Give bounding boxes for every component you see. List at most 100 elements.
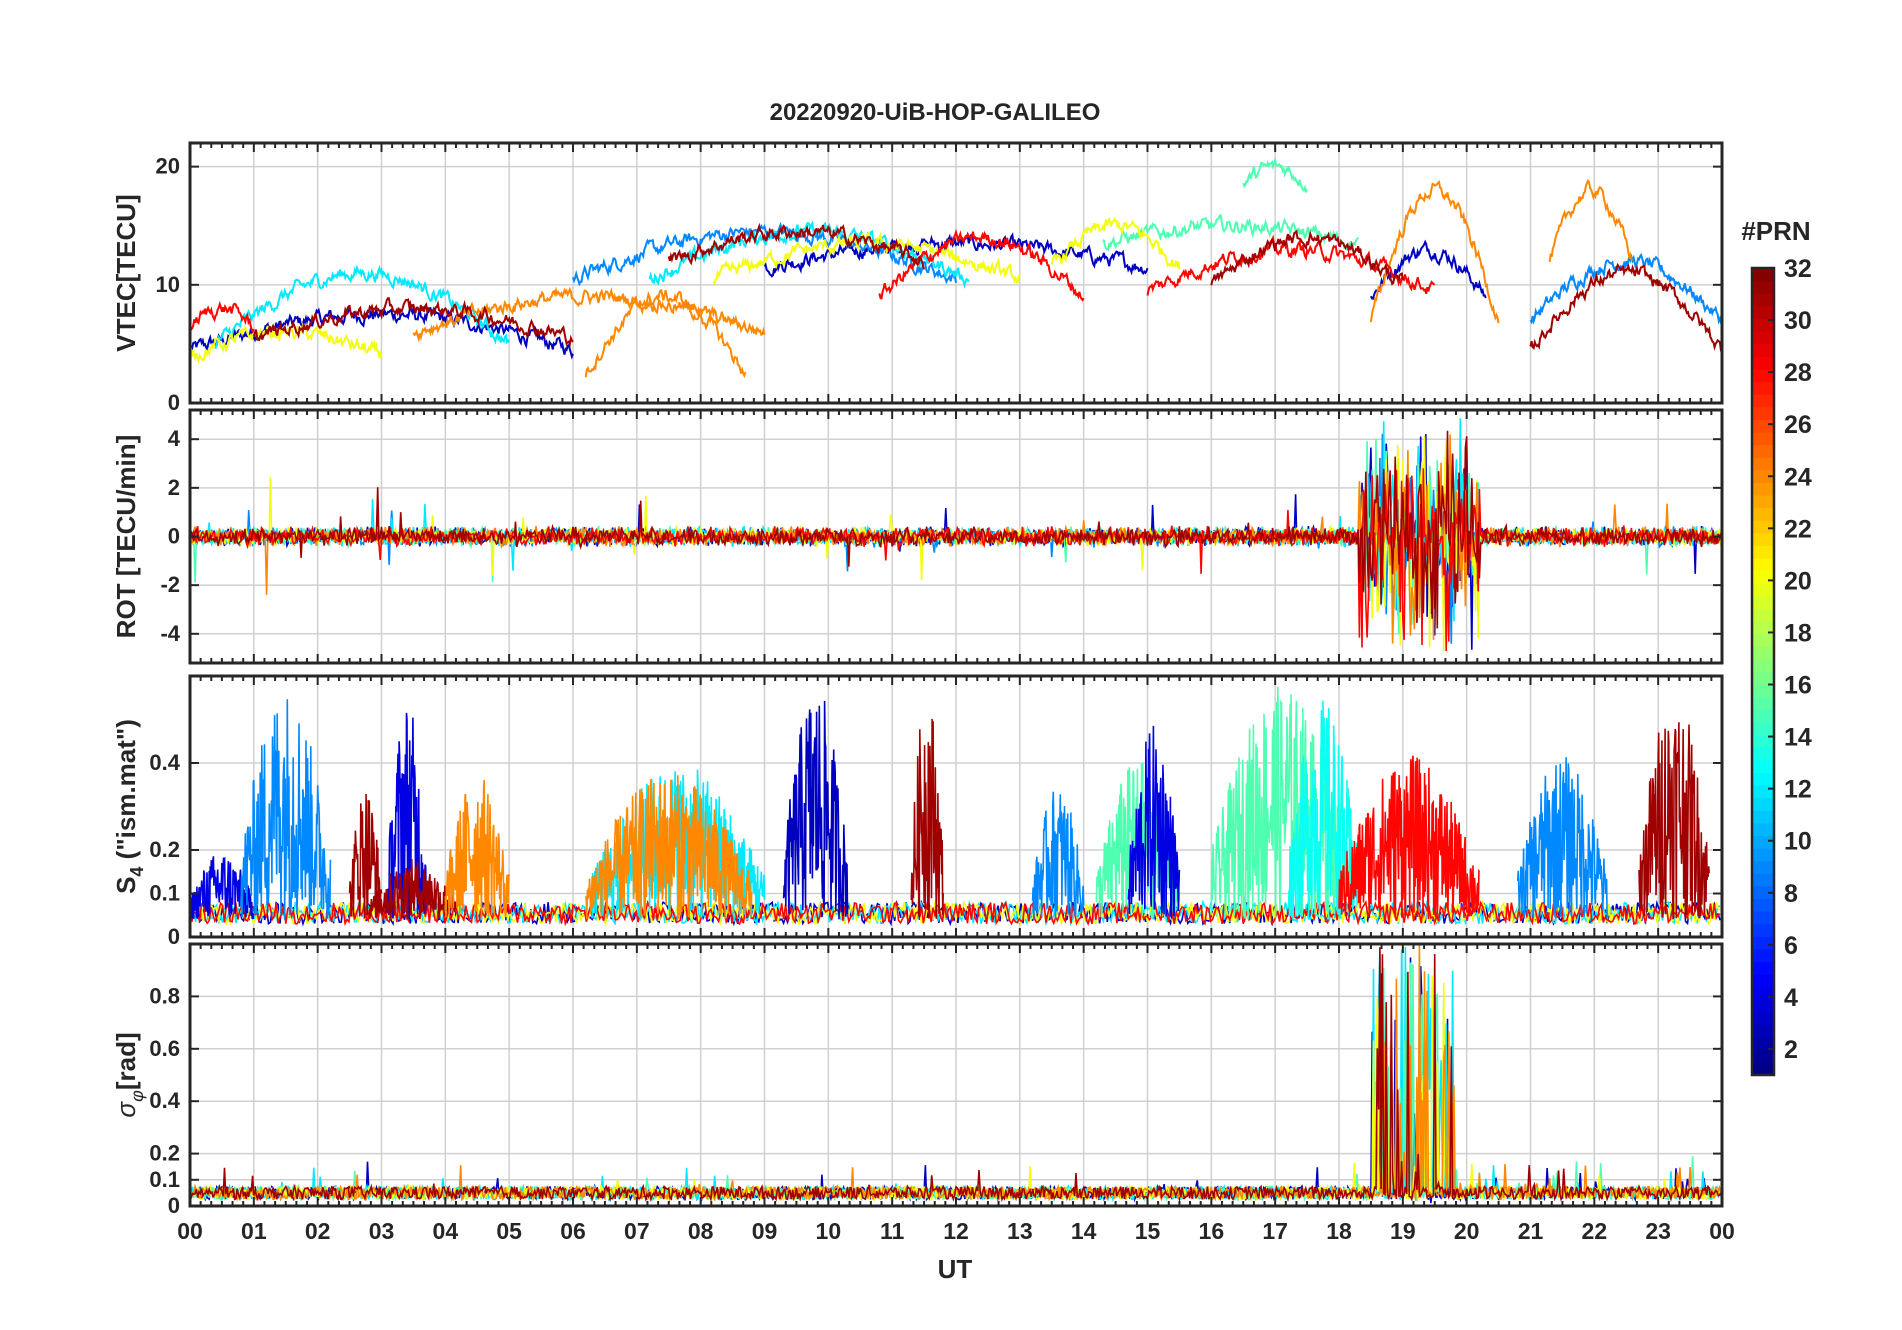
colorbar-segment: [1752, 280, 1774, 294]
colorbar-segment: [1752, 406, 1774, 420]
ylabel-rest: ("ism.mat"): [111, 719, 141, 866]
sigma_phi-y-tick-label: 0.4: [149, 1088, 180, 1113]
vtec-series: [190, 156, 1722, 379]
colorbar-segment: [1752, 318, 1774, 332]
rot-y-tick-label: -4: [160, 621, 180, 646]
vtec-prn-12-line: [214, 264, 511, 350]
sigma_phi-y-tick-label: 0.2: [149, 1141, 180, 1166]
colorbar-segment: [1752, 545, 1774, 559]
colorbar-tick-label: 14: [1784, 724, 1812, 752]
x-axis-label: UT: [938, 1254, 973, 1284]
ylabel-sub: φ: [127, 1090, 147, 1102]
colorbar-tick-label: 26: [1784, 411, 1812, 439]
s4-burst-prn-4-line: [1127, 725, 1181, 920]
colorbar-segment: [1752, 721, 1774, 736]
s4-y-tick-label: 0: [168, 924, 180, 949]
vtec-prn-15-line: [1242, 156, 1308, 194]
colorbar-segment: [1752, 1037, 1774, 1051]
colorbar-segment: [1752, 419, 1774, 433]
colorbar-segment: [1752, 936, 1774, 950]
colorbar-segment: [1752, 482, 1774, 496]
ylabel-rest: [rad]: [111, 1032, 141, 1090]
sigma-prn-31-line: [190, 947, 1722, 1203]
x-tick-label: 06: [560, 1218, 586, 1244]
x-tick-label: 12: [943, 1218, 969, 1244]
colorbar-segment: [1752, 381, 1774, 395]
x-tick-label: 04: [433, 1218, 459, 1244]
s4-baseline-prn-28-line: [190, 899, 1721, 927]
colorbar-segment: [1752, 394, 1774, 408]
sigma_phi-y-tick-label: 0: [168, 1193, 180, 1218]
colorbar-segment: [1752, 444, 1774, 458]
colorbar-segment: [1752, 1049, 1774, 1063]
colorbar-segment: [1752, 835, 1774, 849]
colorbar-segment: [1752, 608, 1774, 622]
vtec-prn-28-line: [878, 228, 1085, 302]
colorbar-segment: [1752, 305, 1774, 320]
x-tick-label: 00: [1709, 1218, 1735, 1244]
vtec-y-tick-label: 0: [168, 390, 180, 415]
vtec-prn-20-line: [712, 231, 1021, 286]
s4-burst-prn-9-line: [240, 699, 332, 920]
colorbar-segment: [1752, 658, 1774, 673]
s4-burst-prn-31-line: [1638, 722, 1710, 920]
colorbar-segment: [1752, 759, 1774, 773]
colorbar-tick-label: 32: [1784, 255, 1812, 283]
colorbar-tick-label: 24: [1784, 463, 1812, 491]
vtec-prn-31-line: [252, 297, 574, 349]
colorbar-tick-label: 12: [1784, 776, 1812, 804]
rot-y-tick-label: -2: [160, 572, 180, 597]
colorbar-segment: [1752, 873, 1774, 887]
panel-s4: 00.10.20.4S4 ("ism.mat"): [111, 674, 1724, 949]
x-tick-label: 00: [177, 1218, 203, 1244]
colorbar-segment: [1752, 797, 1774, 811]
vtec-prn-28-line: [1146, 234, 1436, 296]
s4-y-axis-label: S4 ("ism.mat"): [111, 719, 147, 894]
vtec-y-axis-label: VTEC[TECU]: [111, 194, 141, 351]
colorbar-segment: [1752, 696, 1774, 710]
vtec-prn-28-line: [190, 300, 255, 333]
colorbar-tick-label: 28: [1784, 359, 1812, 387]
colorbar-tick-label: 18: [1784, 619, 1812, 647]
vtec-prn-24-line: [584, 289, 747, 379]
vtec-prn-15-line: [1102, 214, 1360, 251]
colorbar-tick-label: 2: [1784, 1036, 1798, 1064]
s4-burst-prn-24-line: [585, 775, 753, 920]
colorbar-segment: [1752, 570, 1774, 584]
vtec-prn-24-line: [412, 286, 766, 343]
ylabel-main: S: [111, 877, 141, 894]
colorbar-segment: [1752, 583, 1774, 597]
s4-burst-prn-15-line: [1210, 686, 1353, 921]
colorbar-segment: [1752, 1011, 1774, 1026]
x-tick-label: 16: [1199, 1218, 1225, 1244]
colorbar-segment: [1752, 986, 1774, 1000]
colorbar-segment: [1752, 671, 1774, 685]
x-tick-label: 07: [624, 1218, 650, 1244]
sigma_phi-y-tick-label: 0.6: [149, 1036, 180, 1061]
colorbar-segment: [1752, 507, 1774, 521]
sigma_phi-y-tick-label: 0.1: [149, 1167, 180, 1192]
colorbar-segment: [1752, 633, 1774, 647]
sigma_phi-y-axis-label: σφ[rad]: [111, 1032, 147, 1117]
x-tick-label: 21: [1518, 1218, 1544, 1244]
colorbar-tick-label: 20: [1784, 567, 1812, 595]
s4-burst-prn-9-line: [1516, 757, 1608, 919]
colorbar-tick-label: 4: [1784, 984, 1798, 1012]
vtec-prn-20-line: [1050, 216, 1181, 270]
colorbar-segment: [1752, 747, 1774, 761]
colorbar-segment: [1752, 331, 1774, 345]
colorbar-segment: [1752, 494, 1774, 509]
vtec-prn-31-line: [667, 222, 926, 270]
colorbar-segment: [1752, 885, 1774, 900]
x-tick-label: 15: [1135, 1218, 1161, 1244]
rot-prn-31-line: [190, 430, 1722, 629]
colorbar-segment: [1752, 911, 1774, 925]
sigma_phi-y-tick-label: 0.8: [149, 983, 180, 1008]
colorbar-segment: [1752, 1062, 1774, 1076]
x-tick-label: 08: [688, 1218, 714, 1244]
colorbar-tick-label: 22: [1784, 515, 1812, 543]
x-tick-label: 18: [1326, 1218, 1352, 1244]
colorbar-tick-label: 6: [1784, 932, 1798, 960]
